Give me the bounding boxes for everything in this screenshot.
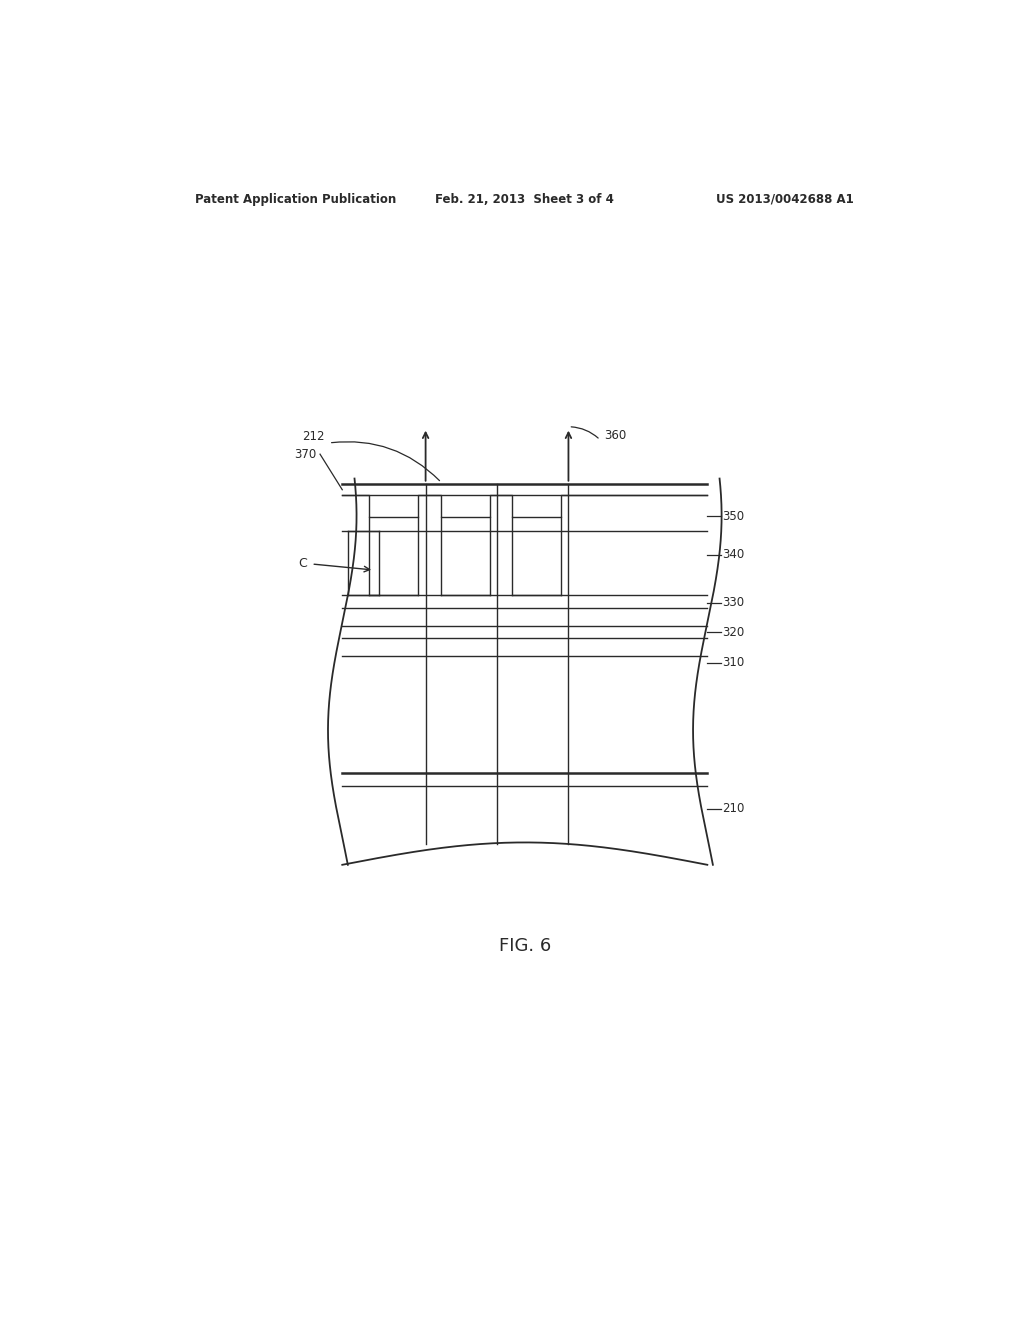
Text: 210: 210 <box>722 803 744 816</box>
Text: 310: 310 <box>722 656 744 669</box>
Text: C: C <box>298 557 306 570</box>
Text: Feb. 21, 2013  Sheet 3 of 4: Feb. 21, 2013 Sheet 3 of 4 <box>435 193 614 206</box>
Text: 370: 370 <box>294 447 316 461</box>
Text: FIG. 6: FIG. 6 <box>499 937 551 956</box>
Text: 320: 320 <box>722 626 744 639</box>
Text: 340: 340 <box>722 548 744 561</box>
Text: 212: 212 <box>302 430 325 444</box>
Text: 360: 360 <box>604 429 627 442</box>
Text: US 2013/0042688 A1: US 2013/0042688 A1 <box>717 193 854 206</box>
Text: 350: 350 <box>722 510 744 523</box>
Text: 330: 330 <box>722 597 744 609</box>
Text: Patent Application Publication: Patent Application Publication <box>196 193 396 206</box>
